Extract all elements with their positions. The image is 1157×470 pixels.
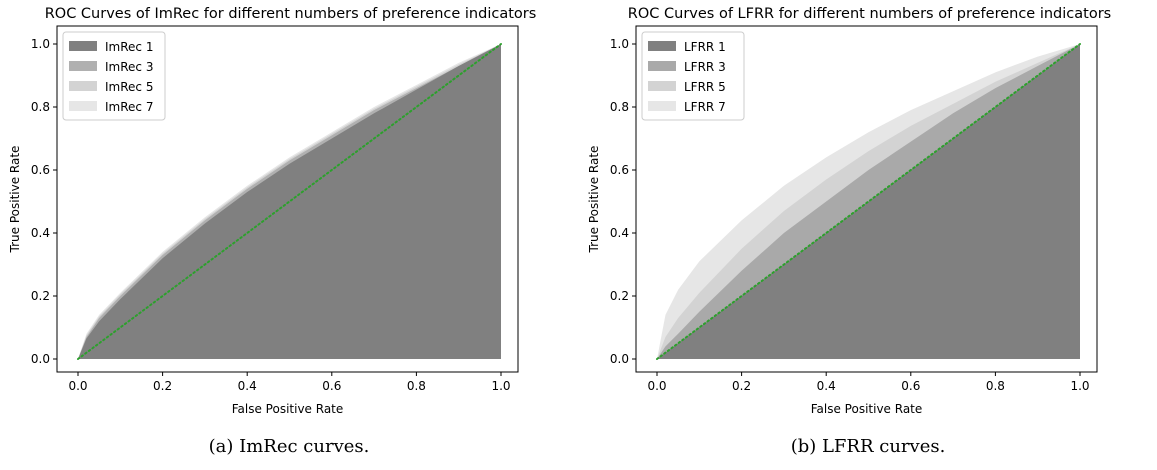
x-tick-label: 0.0 <box>647 379 666 393</box>
x-axis-label: False Positive Rate <box>811 402 923 416</box>
x-axis-label: False Positive Rate <box>232 402 344 416</box>
y-tick-label: 0.8 <box>31 100 50 114</box>
x-tick-label: 0.8 <box>986 379 1005 393</box>
x-tick-label: 1.0 <box>491 379 510 393</box>
roc-chart-imrec: ROC Curves of ImRec for different number… <box>8 6 537 416</box>
figure-caption-a: (a) ImRec curves. <box>208 436 370 457</box>
legend-label: ImRec 1 <box>105 40 153 54</box>
legend: ImRec 1 ImRec 3 ImRec 5 ImRec 7 <box>62 31 166 121</box>
legend-swatch <box>648 81 676 91</box>
axes-frame <box>56 25 519 373</box>
y-tick-label: 0.4 <box>610 226 629 240</box>
y-tick-label: 0.4 <box>31 226 50 240</box>
y-tick-label: 0.6 <box>31 163 50 177</box>
y-tick-label: 1.0 <box>31 37 50 51</box>
roc-panel-lfrr: ROC Curves of LFRR for different numbers… <box>579 0 1157 470</box>
legend-swatch <box>69 41 97 51</box>
legend-swatch <box>69 101 97 111</box>
x-tick-label: 0.6 <box>322 379 341 393</box>
roc-chart-lfrr: ROC Curves of LFRR for different numbers… <box>587 6 1111 416</box>
x-tick-label: 0.4 <box>238 379 257 393</box>
legend-box <box>62 31 166 121</box>
figure-caption-b: (b) LFRR curves. <box>790 436 946 457</box>
legend-label: ImRec 3 <box>105 60 153 74</box>
y-tick-label: 0.6 <box>610 163 629 177</box>
y-axis-label: True Positive Rate <box>587 146 601 254</box>
y-tick-label: 0.8 <box>610 100 629 114</box>
legend-label: LFRR 1 <box>684 40 726 54</box>
legend-label: ImRec 7 <box>105 100 153 114</box>
x-tick-label: 0.4 <box>817 379 836 393</box>
reference-diagonal-line <box>656 43 1081 360</box>
x-tick-label: 0.0 <box>68 379 87 393</box>
y-tick-label: 0.2 <box>31 289 50 303</box>
y-tick-label: 0.2 <box>610 289 629 303</box>
plot-area <box>656 43 1081 360</box>
x-tick-label: 0.2 <box>732 379 751 393</box>
legend-swatch <box>648 101 676 111</box>
x-tick-label: 0.2 <box>153 379 172 393</box>
reference-diagonal-line <box>77 43 502 360</box>
legend-swatch <box>648 61 676 71</box>
legend-box <box>641 31 745 121</box>
chart-title: ROC Curves of LFRR for different numbers… <box>628 6 1111 22</box>
roc-panel-imrec: ROC Curves of ImRec for different number… <box>0 0 578 470</box>
x-tick-label: 0.8 <box>407 379 426 393</box>
legend-label: LFRR 5 <box>684 80 726 94</box>
y-tick-label: 1.0 <box>610 37 629 51</box>
legend-label: LFRR 3 <box>684 60 726 74</box>
legend-label: LFRR 7 <box>684 100 726 114</box>
y-axis-label: True Positive Rate <box>8 146 22 254</box>
legend-swatch <box>69 81 97 91</box>
legend: LFRR 1 LFRR 3 LFRR 5 LFRR 7 <box>641 31 745 121</box>
x-tick-label: 0.6 <box>901 379 920 393</box>
x-tick-label: 1.0 <box>1070 379 1089 393</box>
legend-swatch <box>648 41 676 51</box>
legend-swatch <box>69 61 97 71</box>
axes-frame <box>635 25 1098 373</box>
y-tick-label: 0.0 <box>610 352 629 366</box>
y-tick-label: 0.0 <box>31 352 50 366</box>
chart-title: ROC Curves of ImRec for different number… <box>45 6 537 22</box>
plot-area <box>77 43 502 360</box>
legend-label: ImRec 5 <box>105 80 153 94</box>
